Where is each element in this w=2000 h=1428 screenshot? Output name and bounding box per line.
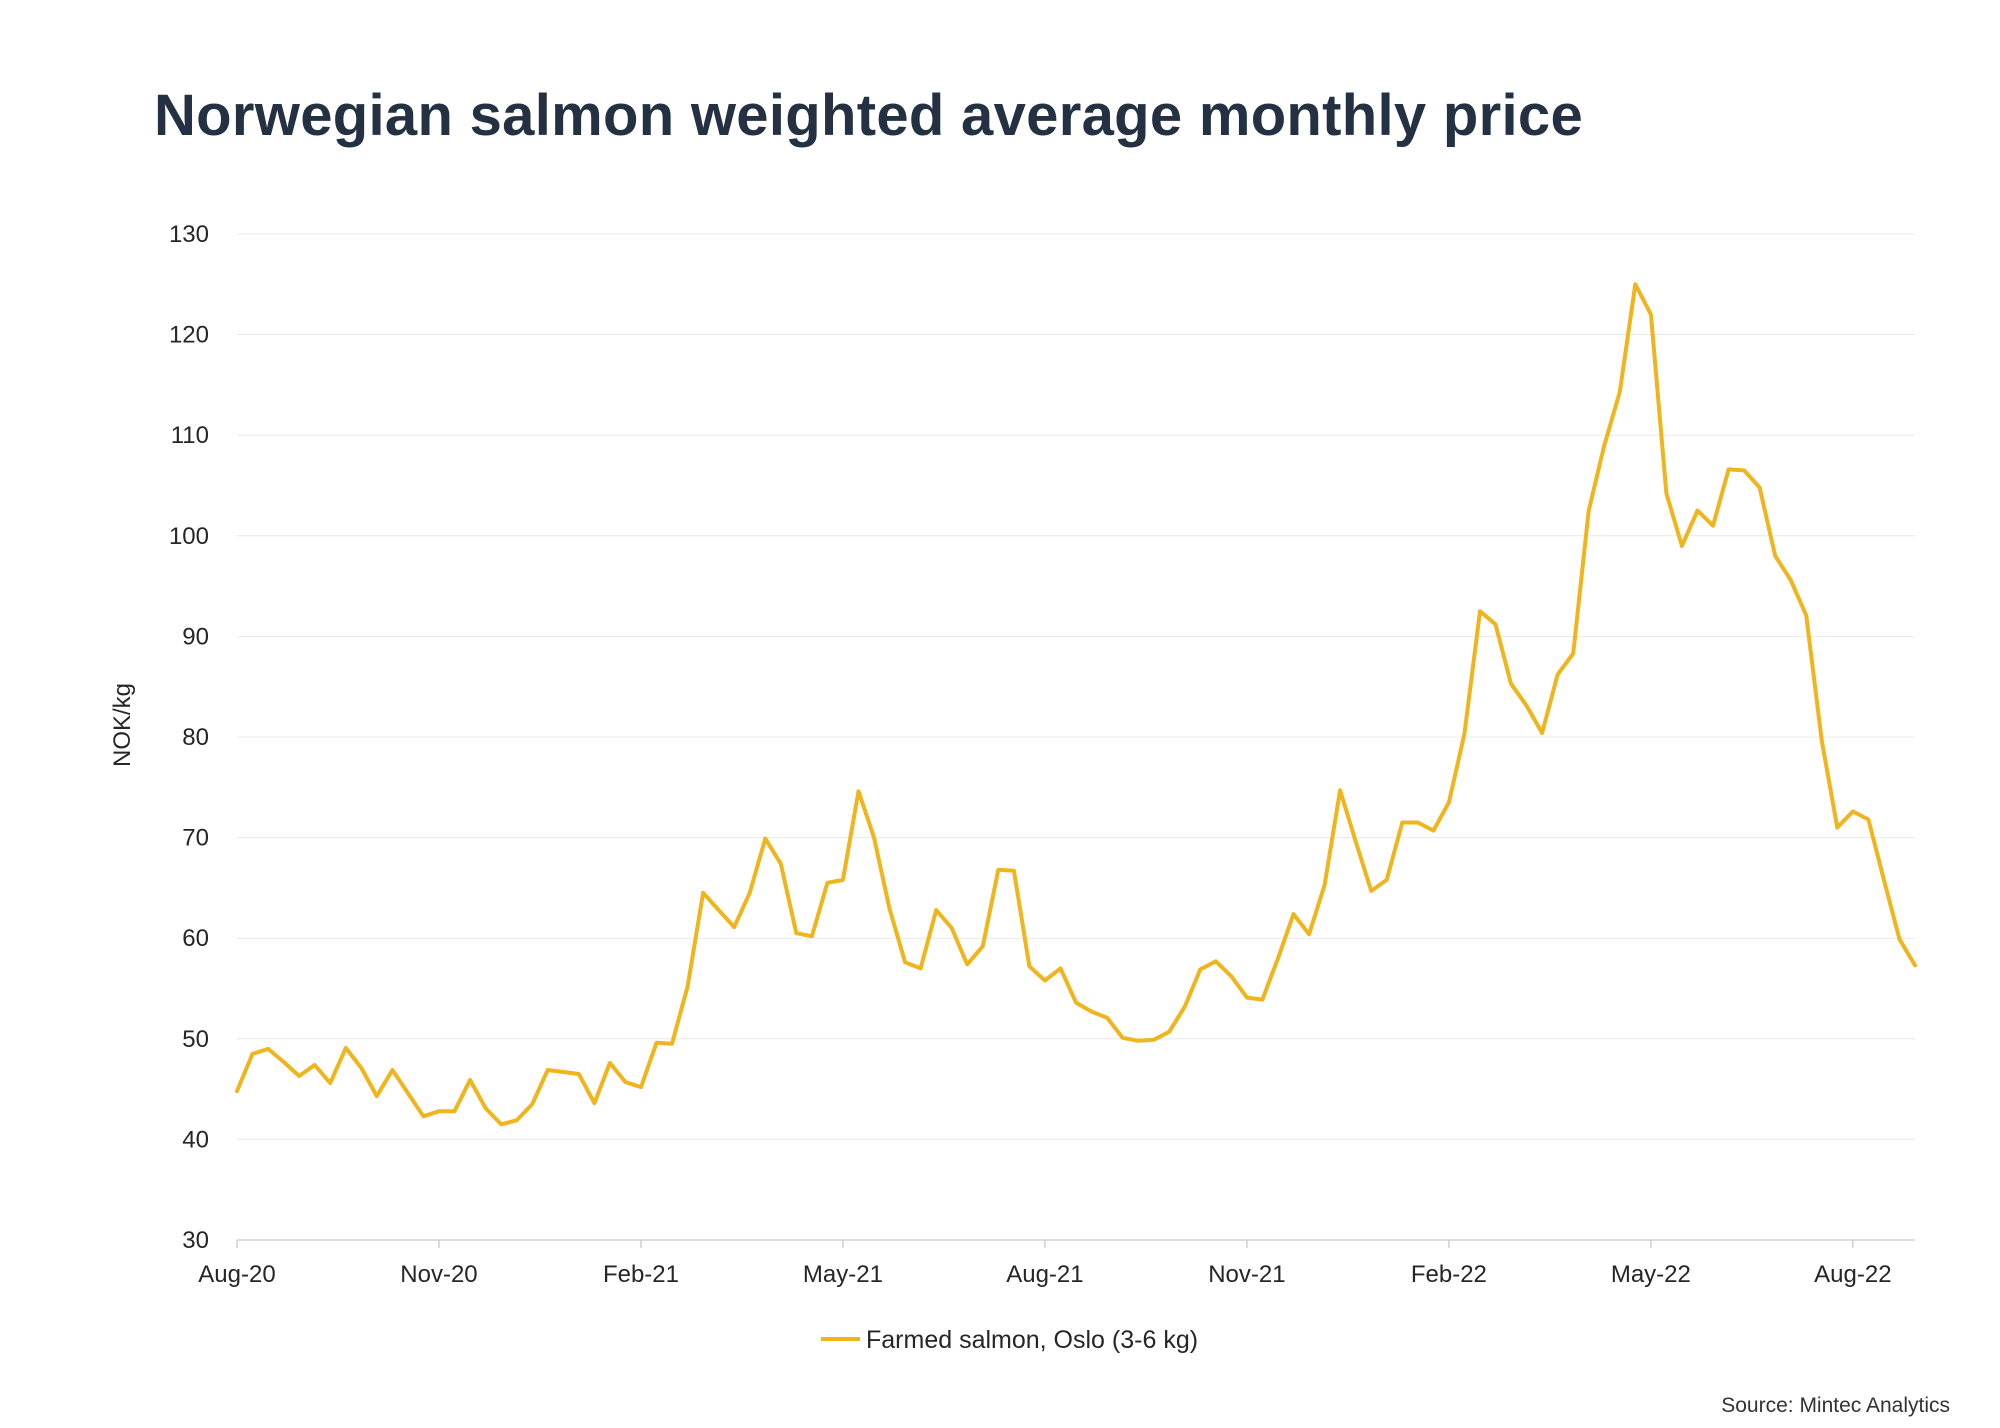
source-note: Source: Mintec Analytics xyxy=(1721,1394,1950,1417)
y-tick-label: 60 xyxy=(182,925,209,952)
y-tick-label: 80 xyxy=(182,724,209,751)
series-group xyxy=(235,282,1917,1127)
y-axis-ticks: 30 40 50 60 70 80 90 100 110 120 130 xyxy=(169,221,209,1254)
legend-label: Farmed salmon, Oslo (3-6 kg) xyxy=(866,1326,1198,1354)
legend: Farmed salmon, Oslo (3-6 kg) xyxy=(821,1326,1198,1354)
gridlines xyxy=(237,233,1915,1140)
x-tick-label: Aug-21 xyxy=(1006,1261,1083,1288)
y-tick-label: 90 xyxy=(182,623,209,650)
y-tick-label: 130 xyxy=(169,221,209,248)
x-tick-label: May-21 xyxy=(803,1261,883,1288)
x-tick-label: Aug-20 xyxy=(198,1261,275,1288)
x-axis-ticks: Aug-20 Nov-20 Feb-21 May-21 Aug-21 Nov-21 Feb-… xyxy=(198,1240,1892,1288)
series-line-farmed-salmon xyxy=(235,282,1917,1127)
x-tick-label: Feb-21 xyxy=(603,1261,679,1288)
y-tick-label: 100 xyxy=(169,523,209,550)
x-tick-label: May-22 xyxy=(1611,1261,1691,1288)
y-tick-label: 30 xyxy=(182,1227,209,1254)
y-tick-label: 110 xyxy=(171,422,209,449)
x-tick-label: Nov-21 xyxy=(1208,1261,1285,1288)
y-tick-label: 120 xyxy=(169,322,209,349)
y-axis-label: NOK/kg xyxy=(109,683,136,767)
x-tick-label: Feb-22 xyxy=(1411,1261,1487,1288)
y-tick-label: 50 xyxy=(182,1026,209,1053)
y-tick-label: 70 xyxy=(182,825,209,852)
chart-title: Norwegian salmon weighted average monthl… xyxy=(154,83,1584,148)
x-tick-label: Nov-20 xyxy=(400,1261,477,1288)
x-tick-label: Aug-22 xyxy=(1814,1261,1891,1288)
y-tick-label: 40 xyxy=(182,1126,209,1153)
